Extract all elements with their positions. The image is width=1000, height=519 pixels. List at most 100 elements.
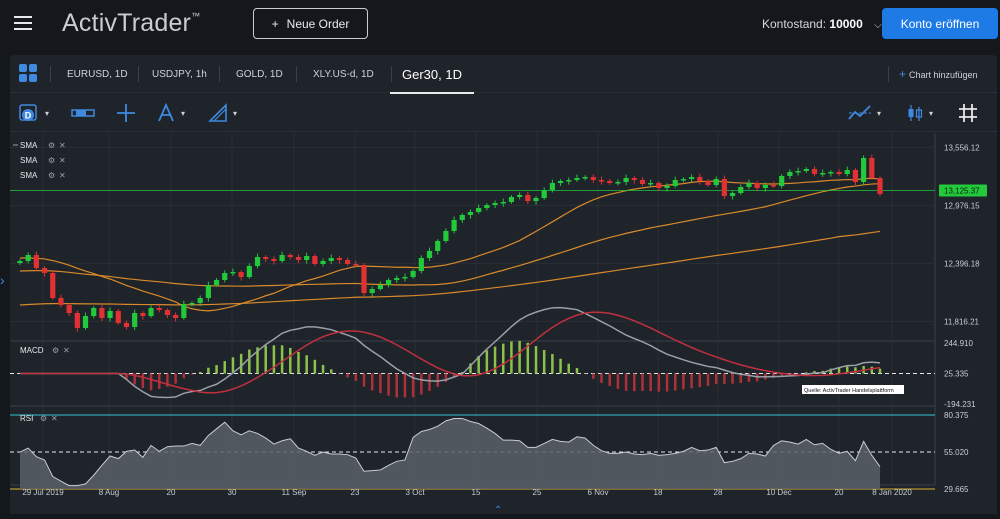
- candle-body: [844, 170, 850, 174]
- rsi-tick-label: 29.665: [944, 485, 969, 494]
- close-icon: ✕: [51, 414, 58, 423]
- tab-ger30[interactable]: Ger30, 1D: [390, 55, 474, 94]
- candle-body: [295, 257, 302, 260]
- candle-body: [795, 171, 801, 173]
- crosshair-icon[interactable]: [116, 101, 136, 125]
- divider: [888, 66, 889, 82]
- candle-body: [861, 158, 867, 182]
- chart-area[interactable]: 13,556.12 12,976.15 12,396.18 11,816.21 13,1…: [10, 133, 997, 514]
- candle-body: [582, 177, 588, 179]
- tab-usdjpy[interactable]: USDJPY, 1h: [152, 68, 207, 80]
- candle-body: [590, 177, 596, 180]
- time-tick-label: 25: [533, 488, 542, 497]
- candle-body: [648, 183, 654, 185]
- candle-body: [336, 258, 343, 260]
- open-account-button[interactable]: Konto eröffnen: [882, 8, 998, 39]
- divider: [50, 66, 51, 82]
- candle-body: [566, 180, 572, 182]
- time-tick-label: 28: [714, 488, 723, 497]
- rsi-indicator-label: RSI: [20, 414, 33, 423]
- candle-body: [279, 255, 285, 261]
- candle-body: [680, 179, 687, 181]
- candle-type-icon[interactable]: ▾: [906, 101, 933, 125]
- candle-body: [467, 212, 474, 215]
- candle-body: [500, 202, 506, 204]
- candle-body: [345, 260, 351, 264]
- rsi-tick-label: 80.375: [944, 411, 969, 420]
- drawing-icon[interactable]: ▾: [208, 101, 237, 125]
- price-tick-label: 12,396.18: [944, 259, 980, 268]
- chevron-right-icon[interactable]: ›: [0, 272, 5, 288]
- candle-body: [189, 303, 195, 305]
- candle-body: [598, 180, 605, 182]
- settings-icon: ⚙: [48, 156, 55, 165]
- tab-gold[interactable]: GOLD, 1D: [236, 68, 283, 80]
- sma-line: [19, 183, 881, 287]
- candle-body: [271, 259, 277, 261]
- indicator-icon[interactable]: ▾: [848, 101, 881, 125]
- tab-xly[interactable]: XLY.US-d, 1D: [313, 68, 374, 80]
- candle-body: [533, 198, 539, 201]
- candle-body: [549, 183, 555, 190]
- candle-body: [205, 285, 211, 298]
- tab-eurusd[interactable]: EURUSD, 1D: [67, 68, 128, 80]
- candle-body: [631, 178, 637, 180]
- pen-icon[interactable]: ▾: [156, 101, 185, 125]
- time-tick-label: 11 Sep: [282, 488, 307, 497]
- time-tick-label: 18: [654, 488, 663, 497]
- plus-icon: +: [899, 67, 907, 81]
- candle-body: [140, 313, 146, 316]
- calendar-icon[interactable]: D ▾: [18, 101, 49, 125]
- candle-body: [525, 195, 531, 201]
- price-chart[interactable]: 13,556.12 12,976.15 12,396.18 11,816.21 13,1…: [10, 133, 997, 514]
- candle-body: [148, 308, 154, 316]
- layout-grid-icon[interactable]: [19, 64, 37, 82]
- candle-body: [99, 308, 105, 318]
- close-icon: ✕: [63, 346, 70, 355]
- candle-body: [623, 178, 629, 182]
- account-balance[interactable]: Kontostand: 10000 ⌵: [762, 17, 882, 31]
- close-icon: ✕: [59, 141, 66, 150]
- grid-icon[interactable]: [958, 101, 978, 125]
- logo: ActivTrader™: [62, 9, 201, 37]
- divider: [219, 66, 220, 82]
- chevron-up-icon[interactable]: ⌃: [494, 505, 503, 516]
- settings-icon: ⚙: [48, 171, 55, 180]
- sma-indicator-label: SMA: [20, 156, 38, 165]
- candle-body: [738, 187, 744, 193]
- settings-icon: ⚙: [40, 414, 47, 423]
- menu-icon[interactable]: [14, 16, 32, 30]
- candle-body: [156, 308, 162, 310]
- current-price-badge: [939, 184, 987, 197]
- time-tick-label: 6 Nov: [588, 488, 609, 497]
- candle-body: [664, 186, 670, 188]
- price-tick-label: 12,976.15: [944, 201, 980, 210]
- candle-body: [312, 256, 318, 264]
- candle-body: [517, 195, 523, 197]
- candle-body: [254, 257, 261, 266]
- ruler-icon[interactable]: [70, 101, 96, 125]
- candle-body: [17, 261, 23, 263]
- candle-body: [811, 169, 818, 174]
- candle-body: [361, 265, 367, 293]
- current-price-label: 13,125.37: [944, 186, 980, 195]
- candle-body: [164, 310, 171, 315]
- candle-body: [705, 181, 711, 185]
- time-tick-label: 10 Dec: [766, 488, 791, 497]
- candle-body: [385, 280, 392, 285]
- add-chart-button[interactable]: + Chart hinzufügen: [899, 67, 978, 81]
- candle-body: [287, 255, 293, 257]
- svg-text:D: D: [25, 111, 32, 121]
- candle-body: [615, 182, 621, 184]
- candle-body: [721, 179, 727, 196]
- close-icon: ✕: [59, 171, 66, 180]
- sma-indicator-label: SMA: [20, 141, 38, 150]
- candle-body: [869, 158, 875, 178]
- candle-body: [451, 220, 457, 231]
- candle-body: [394, 278, 400, 280]
- new-order-button[interactable]: + Neue Order: [253, 8, 368, 39]
- time-tick-label: 29 Jul 2019: [22, 488, 64, 497]
- candle-body: [607, 181, 613, 183]
- candle-body: [74, 313, 80, 328]
- settings-icon: ⚙: [52, 346, 59, 355]
